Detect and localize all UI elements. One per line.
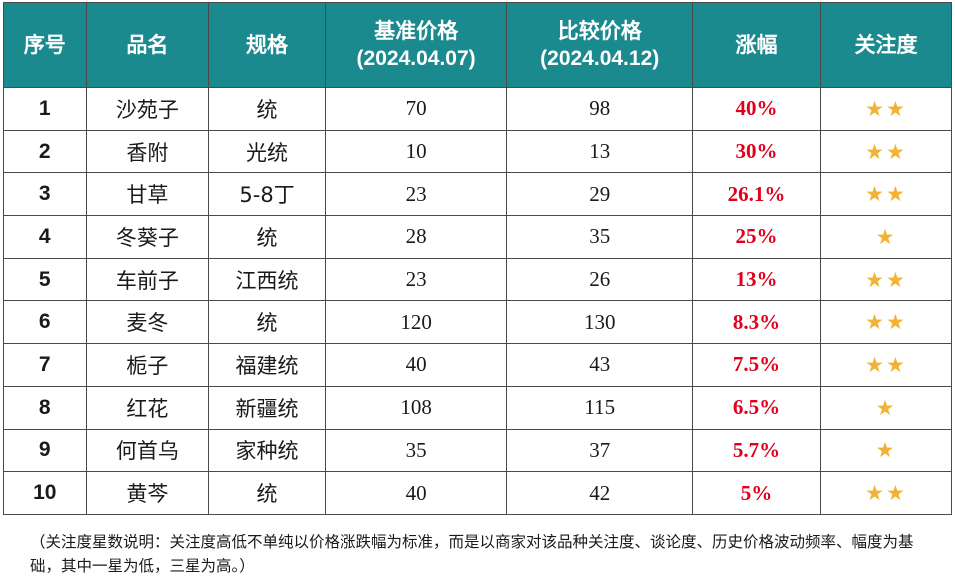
table-row: 10 黄芩统 40 42 5% ★★ — [3, 471, 953, 515]
cell-attention-stars: ★★ — [819, 343, 953, 387]
table-row: 5 车前子 江西统 23 26 13% ★★ — [3, 257, 953, 302]
cell-no: 4 — [3, 215, 87, 259]
cell-spec: 统 — [208, 87, 326, 131]
header-base-price: 基准价格 (2024.04.07) — [324, 2, 508, 88]
cell-compare-price: 43 — [506, 343, 694, 387]
header-no: 序号 — [3, 2, 87, 88]
cell-spec: 5-8丁 — [208, 172, 326, 217]
cell-attention-stars: ★ — [819, 385, 953, 430]
cell-base-price: 23 — [324, 172, 508, 217]
table-row: 8 红花 新疆统 108 115 6.5% ★ — [3, 385, 953, 430]
cell-change: 7.5% — [692, 343, 821, 387]
cell-no: 5 — [3, 257, 87, 302]
cell-no: 3 — [3, 172, 87, 217]
table-row: 9 何首乌 家种统 35 37 5.7% ★ — [3, 428, 953, 473]
cell-change: 13% — [692, 257, 821, 302]
header-base-price-date: (2024.04.07) — [356, 47, 476, 70]
price-change-table: 序号 品名 规格 基准价格 (2024.04.07) 比较价格 (2024.04… — [3, 2, 953, 515]
cell-compare-price: 29 — [506, 172, 694, 217]
cell-change: 30% — [692, 129, 821, 174]
cell-compare-price: 98 — [506, 87, 694, 131]
cell-no: 2 — [3, 129, 87, 174]
cell-name: 麦冬 — [85, 300, 210, 345]
cell-attention-stars: ★★ — [819, 300, 953, 345]
cell-change: 40% — [692, 87, 821, 131]
cell-compare-price: 115 — [506, 385, 694, 430]
cell-attention-stars: ★ — [819, 215, 953, 259]
cell-base-price: 28 — [324, 215, 508, 259]
table-body: 1 沙苑子统 70 98 40% ★★ 2 香附 光统 10 13 30% ★★ 3 甘草 5-8丁 23 29 2… — [3, 87, 953, 515]
header-attention: 关注度 — [819, 2, 953, 88]
cell-spec: 光统 — [208, 129, 326, 174]
cell-compare-price: 37 — [506, 428, 694, 473]
cell-no: 6 — [3, 300, 87, 345]
cell-spec: 统 — [208, 300, 326, 345]
cell-name: 栀子 — [85, 343, 210, 387]
cell-spec: 家种统 — [208, 428, 326, 473]
cell-spec: 统 — [208, 471, 326, 515]
cell-attention-stars: ★★ — [819, 471, 953, 515]
table-row: 3 甘草 5-8丁 23 29 26.1% ★★ — [3, 172, 953, 217]
cell-compare-price: 42 — [506, 471, 694, 515]
cell-name: 甘草 — [85, 172, 210, 217]
cell-no: 7 — [3, 343, 87, 387]
cell-attention-stars: ★★ — [819, 257, 953, 302]
cell-attention-stars: ★★ — [819, 129, 953, 174]
cell-change: 6.5% — [692, 385, 821, 430]
cell-no: 1 — [3, 87, 87, 131]
header-compare-price-title: 比较价格 — [557, 20, 642, 43]
cell-name: 香附 — [85, 129, 210, 174]
attention-note: （关注度星数说明：关注度高低不单纯以价格涨跌幅为标准，而是以商家对该品种关注度、… — [30, 533, 914, 575]
cell-compare-price: 130 — [506, 300, 694, 345]
cell-spec: 统 — [208, 215, 326, 259]
cell-compare-price: 13 — [506, 129, 694, 174]
cell-name: 冬葵子 — [85, 215, 210, 259]
cell-base-price: 35 — [324, 428, 508, 473]
cell-spec: 福建统 — [208, 343, 326, 387]
cell-change: 25% — [692, 215, 821, 259]
table-row: 7 栀子 福建统 40 43 7.5% ★★ — [3, 343, 953, 387]
cell-no: 10 — [3, 471, 87, 515]
cell-change: 5.7% — [692, 428, 821, 473]
cell-attention-stars: ★ — [819, 428, 953, 473]
table-header-row: 序号 品名 规格 基准价格 (2024.04.07) 比较价格 (2024.04… — [3, 2, 953, 88]
table-row: 2 香附 光统 10 13 30% ★★ — [3, 129, 953, 174]
cell-name: 红花 — [85, 385, 210, 430]
header-compare-price-date: (2024.04.12) — [540, 47, 660, 70]
cell-base-price: 23 — [324, 257, 508, 302]
table-row: 4 冬葵子统 28 35 25% ★ — [3, 215, 953, 259]
header-base-price-title: 基准价格 — [374, 20, 459, 43]
header-change: 涨幅 — [692, 2, 821, 88]
cell-base-price: 108 — [324, 385, 508, 430]
cell-base-price: 120 — [324, 300, 508, 345]
cell-base-price: 70 — [324, 87, 508, 131]
header-spec: 规格 — [208, 2, 326, 88]
cell-no: 9 — [3, 428, 87, 473]
cell-base-price: 40 — [324, 343, 508, 387]
cell-name: 车前子 — [85, 257, 210, 302]
cell-no: 8 — [3, 385, 87, 430]
cell-compare-price: 35 — [506, 215, 694, 259]
cell-name: 沙苑子 — [85, 87, 210, 131]
cell-base-price: 40 — [324, 471, 508, 515]
header-name: 品名 — [85, 2, 210, 88]
cell-attention-stars: ★★ — [819, 172, 953, 217]
cell-compare-price: 26 — [506, 257, 694, 302]
cell-change: 5% — [692, 471, 821, 515]
cell-spec: 新疆统 — [208, 385, 326, 430]
cell-name: 黄芩 — [85, 471, 210, 515]
cell-attention-stars: ★★ — [819, 87, 953, 131]
cell-spec: 江西统 — [208, 257, 326, 302]
cell-change: 26.1% — [692, 172, 821, 217]
cell-change: 8.3% — [692, 300, 821, 345]
table-row: 1 沙苑子统 70 98 40% ★★ — [3, 87, 953, 131]
header-compare-price: 比较价格 (2024.04.12) — [506, 2, 694, 88]
table-row: 6 麦冬统 120 130 8.3% ★★ — [3, 300, 953, 345]
cell-name: 何首乌 — [85, 428, 210, 473]
cell-base-price: 10 — [324, 129, 508, 174]
